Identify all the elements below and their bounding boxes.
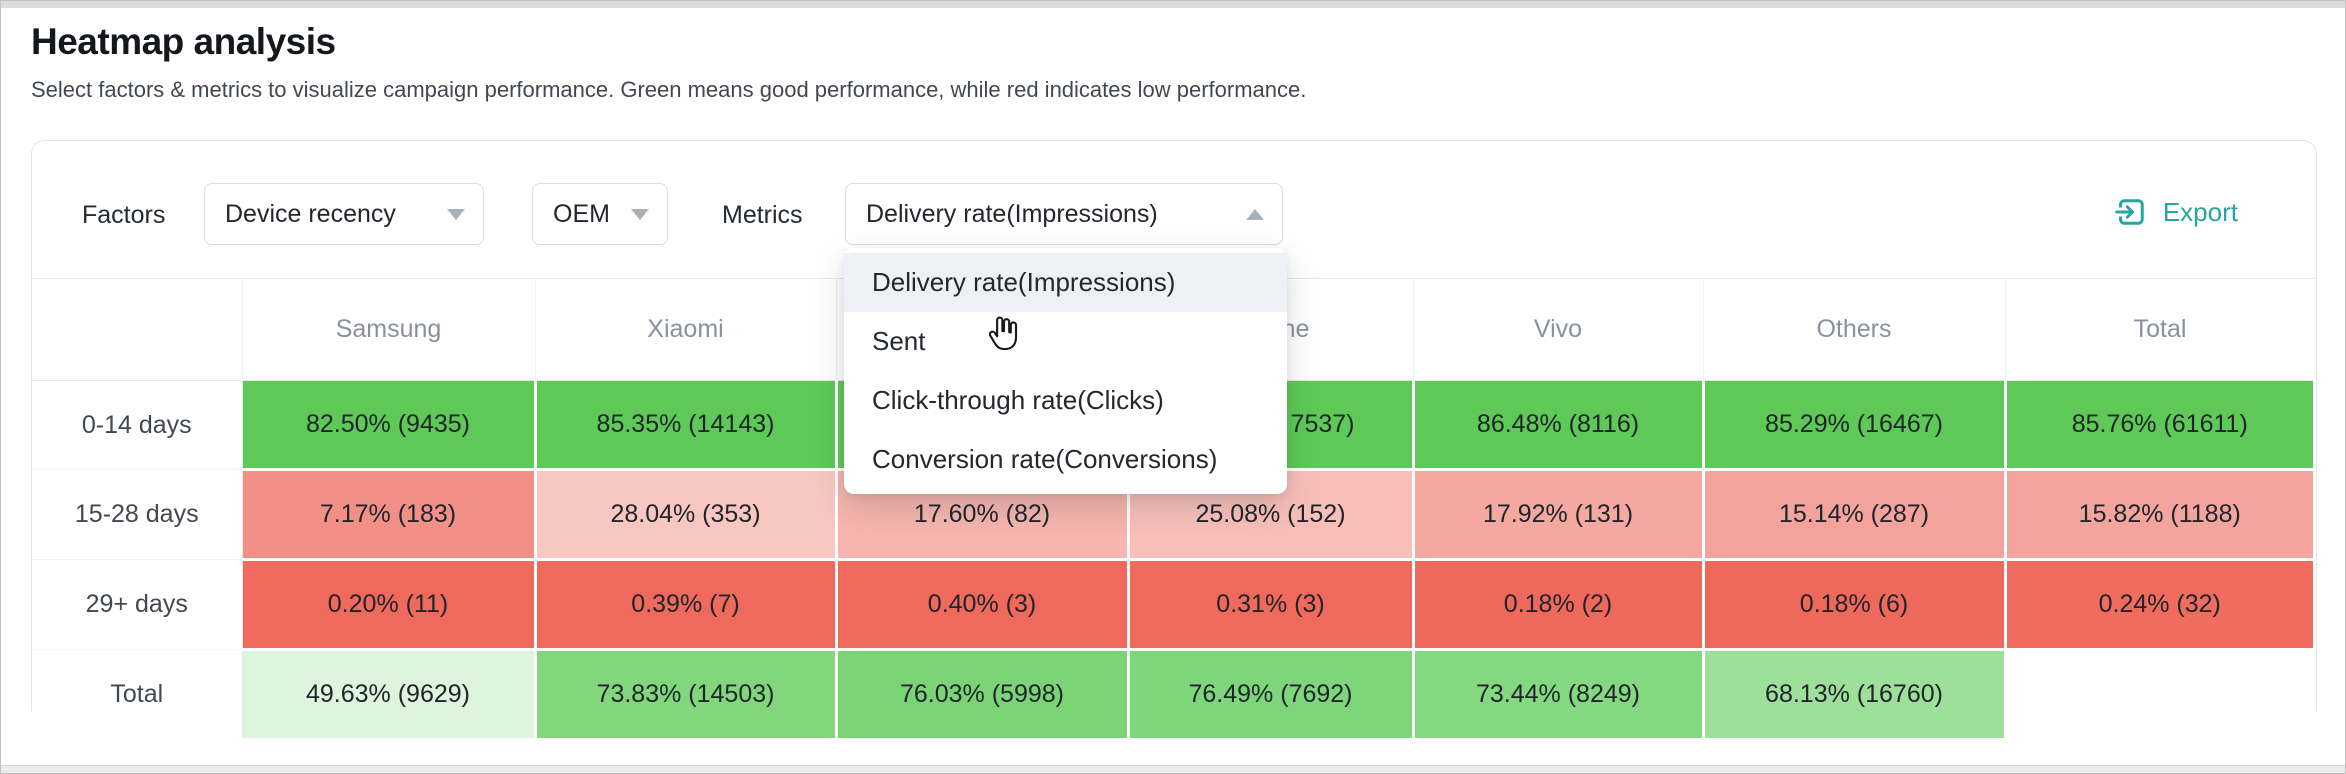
menu-item[interactable]: Click-through rate(Clicks) xyxy=(872,385,1164,415)
heatmap-cell: 0.20% (11) xyxy=(242,559,537,651)
page-subtitle: Select factors & metrics to visualize ca… xyxy=(31,77,1307,102)
heatmap-cell: 17.92% (131) xyxy=(1413,469,1705,561)
heatmap-cell: 86.48% (8116) xyxy=(1413,380,1705,471)
table-row: 15-28 days 7.17% (183) 28.04% (353) 17.60% … xyxy=(32,469,2316,561)
heatmap-cell: 73.44% (8249) xyxy=(1413,649,1705,738)
heatmap-cell: 0.18% (2) xyxy=(1413,559,1705,651)
metrics-label: Metrics xyxy=(722,201,803,229)
heatmap-cell: 7.17% (183) xyxy=(242,469,537,561)
column-header-vivo: Vivo xyxy=(1413,278,1704,381)
menu-item[interactable]: Conversion rate(Conversions) xyxy=(872,444,1218,474)
heatmap-cell: 0.39% (7) xyxy=(535,559,838,651)
metric-select-value: Delivery rate(Impressions) xyxy=(866,199,1158,228)
heatmap-cell: 85.29% (16467) xyxy=(1703,380,2007,471)
heatmap-cell: 85.76% (61611) xyxy=(2005,380,2316,471)
table-row: 29+ days 0.20% (11) 0.39% (7) 0.40% (3) 0.31… xyxy=(32,559,2316,651)
heatmap-cell: 82.50% (9435) xyxy=(242,380,537,471)
factor-select-device-recency[interactable]: Device recency xyxy=(204,183,484,245)
factor-select-oem[interactable]: OEM xyxy=(532,183,668,245)
heatmap-cell: 0.24% (32) xyxy=(2005,559,2316,651)
row-label: 15-28 days xyxy=(32,469,243,560)
table-row: Total 49.63% (9629) 73.83% (14503) 76.03% (… xyxy=(32,649,2316,738)
factors-label: Factors xyxy=(82,201,166,229)
column-header-samsung: Samsung xyxy=(242,278,536,381)
row-label: Total xyxy=(32,649,243,738)
page-title: Heatmap analysis xyxy=(31,21,336,62)
export-icon xyxy=(2113,194,2149,230)
column-header-col0 xyxy=(32,278,243,381)
heatmap-cell: 73.83% (14503) xyxy=(535,649,838,738)
heatmap-cell: 15.82% (1188) xyxy=(2005,469,2316,561)
heatmap-cell: 49.63% (9629) xyxy=(242,649,537,738)
metric-select[interactable]: Delivery rate(Impressions) xyxy=(845,183,1283,245)
chevron-down-icon xyxy=(447,208,465,220)
factor-select-oem-value: OEM xyxy=(553,199,610,228)
hand-pointer-icon xyxy=(984,313,1026,360)
metric-dropdown-menu: Delivery rate(Impressions) Sent Click-thro… xyxy=(844,248,1287,494)
column-header-total: Total xyxy=(2005,278,2315,381)
heatmap-cell: 76.03% (5998) xyxy=(836,649,1130,738)
export-button-label: Export xyxy=(2162,196,2238,227)
heatmap-cell: 76.49% (7692) xyxy=(1128,649,1415,738)
chevron-up-icon xyxy=(1246,208,1264,220)
factor-select-device-recency-value: Device recency xyxy=(225,199,396,228)
menu-item[interactable]: Delivery rate(Impressions) xyxy=(844,253,1287,312)
heatmap-cell xyxy=(2005,649,2316,738)
heatmap-cell: 0.31% (3) xyxy=(1128,559,1415,651)
row-label: 0-14 days xyxy=(32,380,243,470)
window-bottom-edge xyxy=(1,765,2345,773)
column-header-others: Others xyxy=(1703,278,2006,381)
chevron-down-icon xyxy=(631,208,649,220)
window-top-edge xyxy=(1,1,2345,8)
menu-item[interactable]: Sent xyxy=(872,326,926,356)
heatmap-cell: 15.14% (287) xyxy=(1703,469,2007,561)
column-header-xiaomi: Xiaomi xyxy=(535,278,837,381)
heatmap-cell: 0.40% (3) xyxy=(836,559,1130,651)
heatmap-cell: 68.13% (16760) xyxy=(1703,649,2007,738)
row-label: 29+ days xyxy=(32,559,243,650)
heatmap-cell: 0.18% (6) xyxy=(1703,559,2007,651)
export-button[interactable]: Export xyxy=(2107,193,2244,231)
heatmap-cell: 28.04% (353) xyxy=(535,469,838,561)
heatmap-cell: 85.35% (14143) xyxy=(535,380,838,471)
